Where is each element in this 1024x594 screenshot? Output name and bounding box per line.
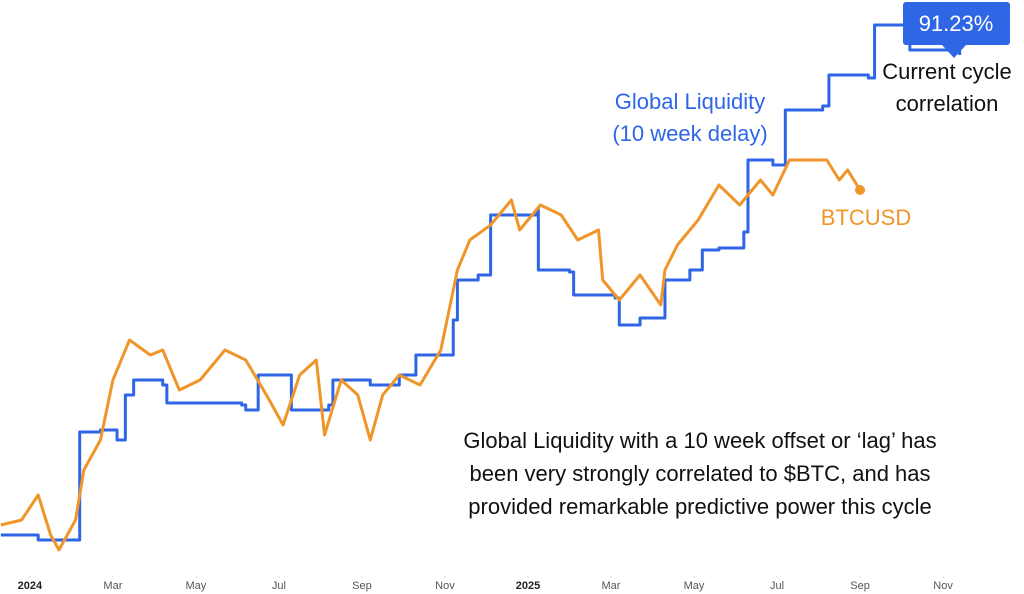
x-tick-label: Mar bbox=[602, 580, 621, 592]
x-tick-label: Mar bbox=[103, 580, 122, 592]
badge-pointer bbox=[942, 45, 966, 58]
caption: been very strongly correlated to $BTC, a… bbox=[469, 461, 930, 486]
x-tick-label: May bbox=[684, 580, 705, 592]
caption: Global Liquidity with a 10 week offset o… bbox=[463, 428, 936, 453]
x-tick-label: Nov bbox=[933, 580, 953, 592]
x-tick-label: Sep bbox=[850, 580, 870, 592]
correlation-label: correlation bbox=[896, 91, 999, 116]
series-line bbox=[0, 20, 962, 542]
x-tick-label: 2024 bbox=[18, 580, 43, 592]
x-tick-label: Jul bbox=[770, 580, 784, 592]
x-tick-label: Jul bbox=[272, 580, 286, 592]
liquidity-label: Global Liquidity bbox=[615, 89, 765, 114]
badge-text: 91.23% bbox=[919, 11, 994, 36]
caption: provided remarkable predictive power thi… bbox=[468, 494, 931, 519]
correlation-label: Current cycle bbox=[882, 59, 1012, 84]
x-tick-label: Nov bbox=[435, 580, 455, 592]
btc-label: BTCUSD bbox=[821, 205, 911, 230]
x-tick-label: May bbox=[186, 580, 207, 592]
correlation-badge bbox=[903, 2, 1010, 45]
series-line bbox=[0, 158, 862, 552]
end-point bbox=[855, 185, 866, 195]
liquidity-label: (10 week delay) bbox=[612, 121, 767, 146]
x-tick-label: Sep bbox=[352, 580, 372, 592]
x-tick-label: 2025 bbox=[516, 580, 540, 592]
